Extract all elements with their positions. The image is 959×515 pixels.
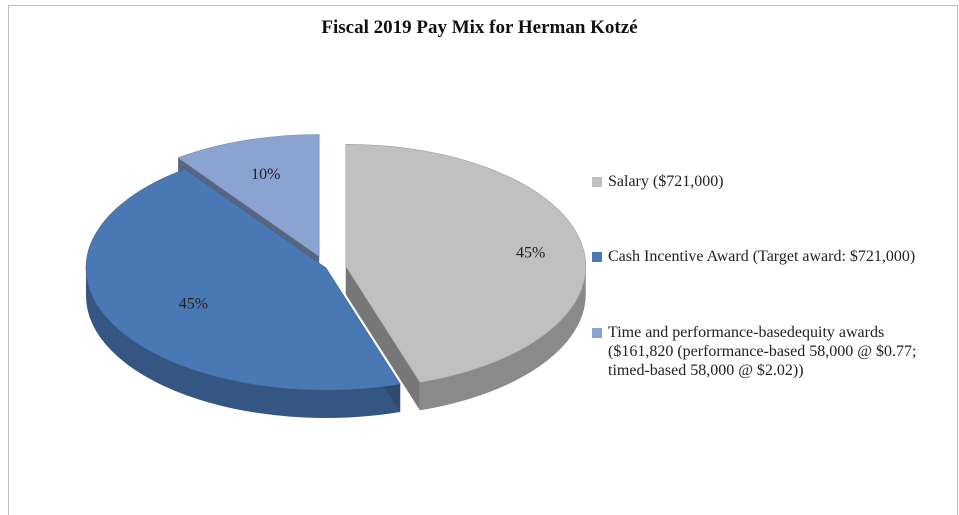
legend-label-equity-line-2: ($161,820 (performance-based 58,000 @ $0… xyxy=(608,342,916,361)
pie-data-label-0: 45% xyxy=(516,244,545,261)
legend-swatch-salary xyxy=(592,177,602,187)
legend-item-salary: Salary ($721,000) xyxy=(592,172,724,191)
legend-label-equity-awards: Time and performance-basedequity awards … xyxy=(608,323,916,380)
legend-swatch-equity-awards xyxy=(592,328,602,338)
legend-item-equity-awards: Time and performance-basedequity awards … xyxy=(592,323,916,380)
pie-data-label-1: 45% xyxy=(179,295,208,312)
legend-swatch-cash-incentive xyxy=(592,252,602,262)
legend-label-equity-line-1: Time and performance-basedequity awards xyxy=(608,323,916,342)
legend-label-cash-incentive: Cash Incentive Award (Target award: $721… xyxy=(608,247,915,266)
pie-data-label-2: 10% xyxy=(251,166,280,183)
legend-item-cash-incentive: Cash Incentive Award (Target award: $721… xyxy=(592,247,915,266)
legend-label-salary: Salary ($721,000) xyxy=(608,172,724,191)
legend-label-equity-line-3: timed-based 58,000 @ $2.02)) xyxy=(608,361,916,380)
